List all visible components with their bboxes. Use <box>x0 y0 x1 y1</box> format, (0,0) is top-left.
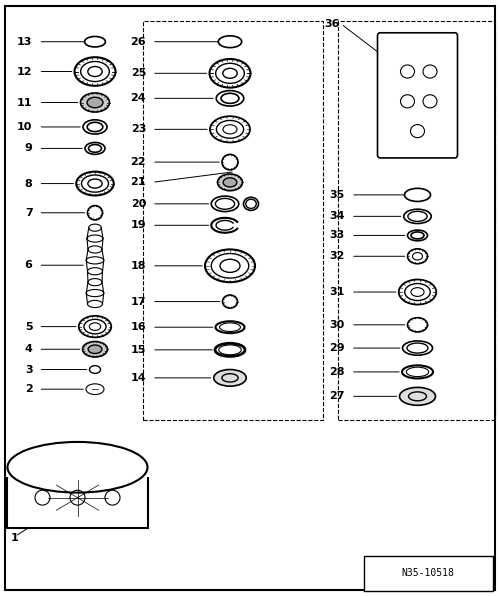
Text: 19: 19 <box>130 221 146 230</box>
Text: 27: 27 <box>330 392 345 401</box>
Text: 7: 7 <box>25 208 32 218</box>
Text: 9: 9 <box>24 144 32 153</box>
Text: 17: 17 <box>130 297 146 306</box>
Ellipse shape <box>87 97 103 108</box>
Ellipse shape <box>80 93 110 112</box>
Ellipse shape <box>400 387 436 405</box>
Text: 35: 35 <box>330 190 345 200</box>
Text: 10: 10 <box>17 122 32 132</box>
Text: 31: 31 <box>330 287 345 297</box>
Text: 29: 29 <box>330 343 345 353</box>
Text: 22: 22 <box>130 157 146 167</box>
Text: 14: 14 <box>130 373 146 383</box>
Text: 6: 6 <box>24 260 32 270</box>
Text: N35-10518: N35-10518 <box>402 569 454 578</box>
Text: 4: 4 <box>24 344 32 354</box>
Text: 32: 32 <box>330 252 345 261</box>
Text: 18: 18 <box>130 261 146 271</box>
Text: 12: 12 <box>17 67 32 76</box>
Text: 28: 28 <box>330 367 345 377</box>
Text: 13: 13 <box>17 37 32 46</box>
Ellipse shape <box>223 178 237 187</box>
Text: 25: 25 <box>130 69 146 78</box>
Text: 3: 3 <box>25 365 32 374</box>
Text: 20: 20 <box>130 199 146 209</box>
Text: 2: 2 <box>25 384 32 394</box>
Text: 24: 24 <box>130 94 146 103</box>
Text: 15: 15 <box>130 345 146 355</box>
Ellipse shape <box>214 370 246 386</box>
Text: 23: 23 <box>130 125 146 134</box>
Text: 5: 5 <box>25 322 32 331</box>
Text: 34: 34 <box>330 212 345 221</box>
Text: 11: 11 <box>17 98 32 107</box>
Text: 8: 8 <box>25 179 32 188</box>
Text: 1: 1 <box>11 533 19 542</box>
Ellipse shape <box>82 342 108 357</box>
Text: 30: 30 <box>330 320 345 330</box>
Text: 16: 16 <box>130 322 146 332</box>
Text: 36: 36 <box>324 19 340 29</box>
Ellipse shape <box>88 345 102 353</box>
Ellipse shape <box>218 174 242 191</box>
Text: 21: 21 <box>130 178 146 187</box>
Text: 26: 26 <box>130 37 146 46</box>
Text: 33: 33 <box>330 231 345 240</box>
FancyBboxPatch shape <box>364 556 492 591</box>
